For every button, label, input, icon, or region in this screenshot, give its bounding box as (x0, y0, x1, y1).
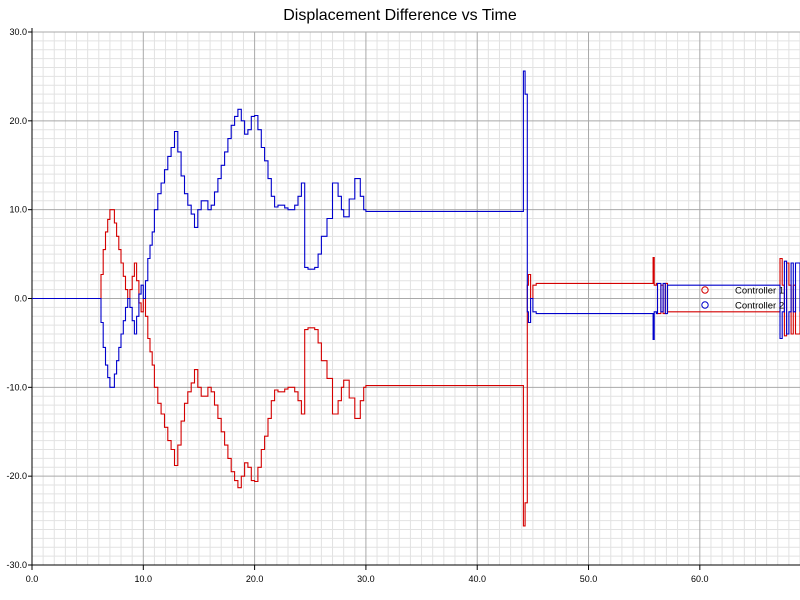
x-tick-label: 0.0 (26, 574, 39, 584)
series-line-controller-1 (32, 209, 800, 527)
series-line-controller-2 (32, 70, 800, 388)
x-tick-label: 30.0 (357, 574, 375, 584)
series-lines (32, 70, 800, 527)
chart-title: Displacement Difference vs Time (283, 7, 517, 24)
x-tick-label: 40.0 (468, 574, 486, 584)
x-tick-label: 10.0 (135, 574, 153, 584)
y-tick-label: 0.0 (14, 294, 27, 304)
y-tick-label: -20.0 (6, 471, 27, 481)
grid-lines (31, 31, 800, 566)
x-tick-label: 50.0 (580, 574, 598, 584)
y-tick-label: 10.0 (9, 205, 27, 215)
legend-label: Controller 2 (735, 301, 784, 312)
x-tick-label: 20.0 (246, 574, 264, 584)
legend: Controller 1 Controller 2 (701, 286, 784, 312)
y-tick-label: -10.0 (6, 382, 27, 392)
legend-marker (701, 286, 709, 294)
axes: 0.0 10.0 20.0 30.0 40.0 50.0 60.0 30.0 20.0 10.0 0… (6, 27, 800, 584)
legend-marker (701, 301, 709, 309)
y-tick-label: 30.0 (9, 27, 27, 37)
y-tick-label: -30.0 (6, 560, 27, 570)
legend-label: Controller 1 (735, 286, 784, 297)
y-tick-label: 20.0 (9, 116, 27, 126)
x-tick-label: 60.0 (691, 574, 709, 584)
